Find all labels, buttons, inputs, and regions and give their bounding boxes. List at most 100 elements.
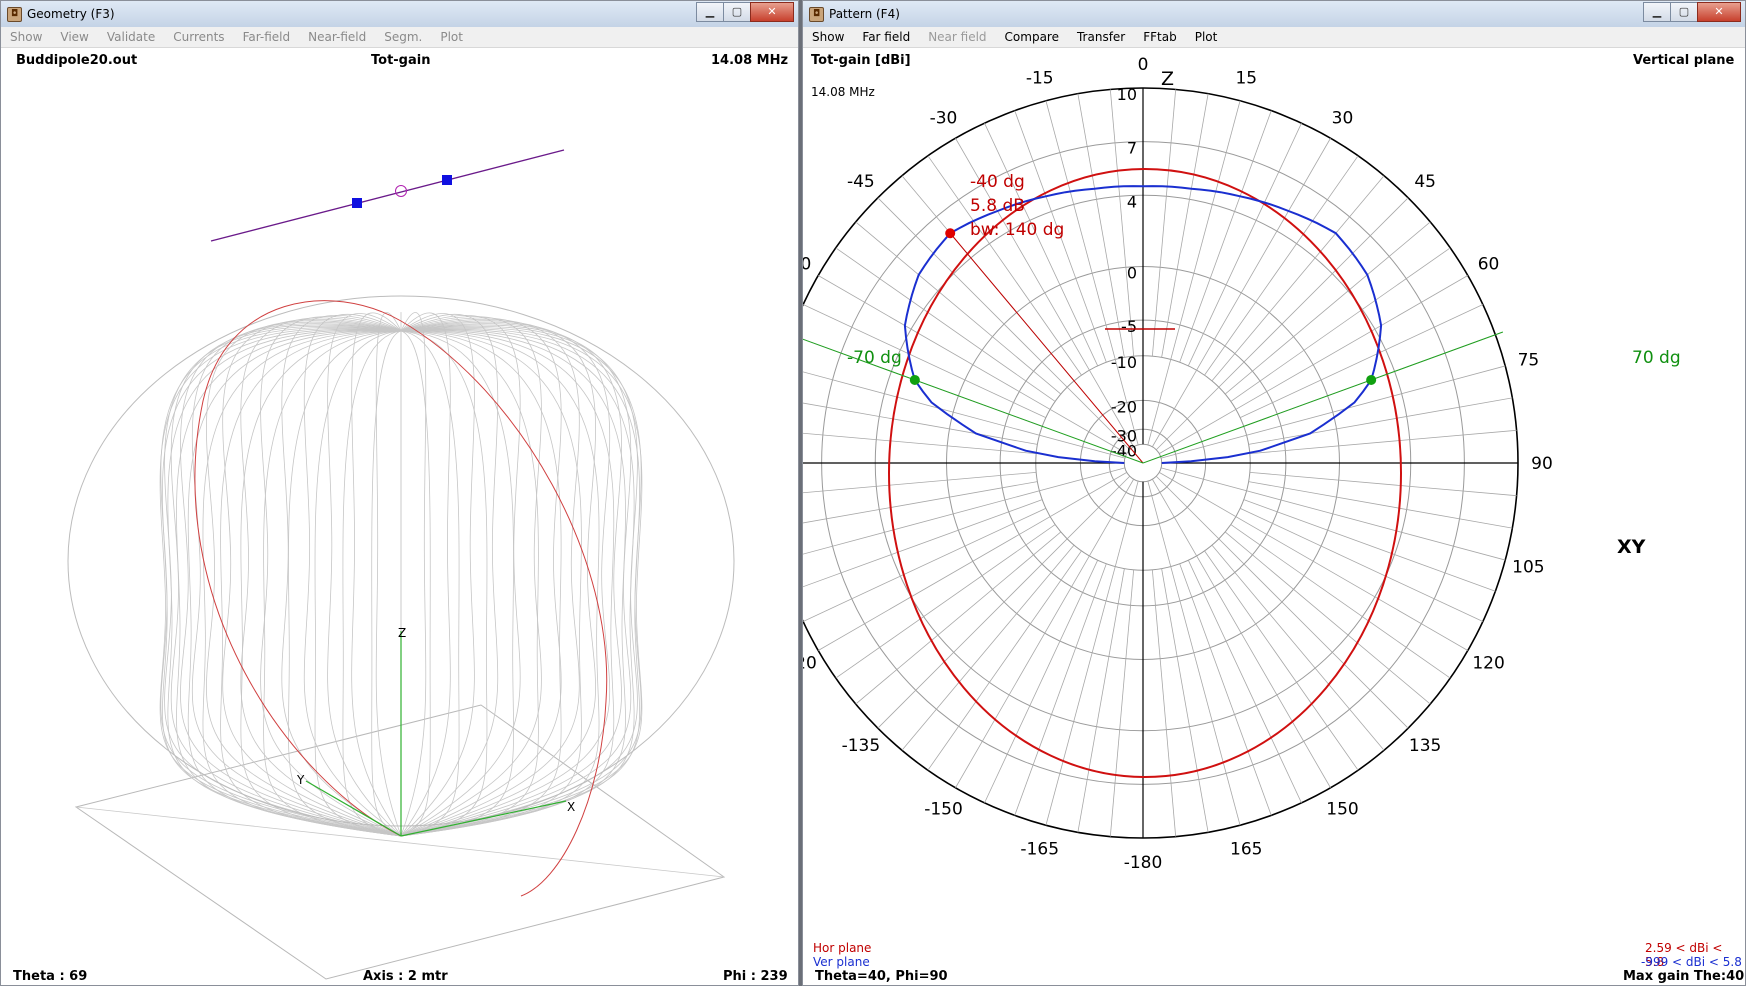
radial-line xyxy=(1159,275,1468,454)
radial-line xyxy=(984,560,1099,804)
xy-direction-label: XY xyxy=(1617,536,1646,558)
source-marker[interactable] xyxy=(395,185,407,197)
angle-tick-label: 150 xyxy=(1326,800,1358,820)
ver-range-readout: -999 < dBi < 5.8 xyxy=(1641,955,1742,969)
radial-line xyxy=(1152,479,1331,788)
pattern-title: Pattern (F4) xyxy=(829,7,900,21)
radial-line xyxy=(1151,569,1177,837)
menu-validate[interactable]: Validate xyxy=(106,30,156,44)
angle-tick-label: 90 xyxy=(1531,454,1553,474)
angle-tick-label: 105 xyxy=(1512,557,1544,577)
menu-far-field[interactable]: Far field xyxy=(862,30,911,44)
mesh-line xyxy=(400,323,622,837)
beamwidth-marker xyxy=(1366,374,1377,385)
radial-line xyxy=(1045,481,1139,826)
angle-labels: 0153045607590105120135150165-180-15-30-4… xyxy=(803,55,1553,873)
mesh-line xyxy=(263,330,402,837)
mesh-line xyxy=(220,330,402,837)
mesh-line xyxy=(222,319,402,837)
annotations xyxy=(803,228,1504,464)
geometry-title: Geometry (F3) xyxy=(27,7,115,21)
left-beamwidth-label: -70 dg xyxy=(847,348,902,368)
radial-line xyxy=(818,472,1127,651)
theta-phi-readout: Theta=40, Phi=90 xyxy=(815,969,948,984)
mesh-line xyxy=(400,314,499,837)
radial-line xyxy=(803,481,1038,524)
mesh-line xyxy=(400,324,632,837)
close-button[interactable]: ✕ xyxy=(750,2,794,22)
radial-line xyxy=(1014,110,1107,363)
menu-segm[interactable]: Segm. xyxy=(384,30,423,44)
ring-tick-label: 4 xyxy=(1127,192,1137,211)
antenna-wire[interactable] xyxy=(210,149,565,242)
ring-tick-label: 10 xyxy=(1117,85,1137,104)
radial-line xyxy=(1240,507,1484,622)
load-segment-marker[interactable] xyxy=(442,175,452,185)
radial-line xyxy=(1161,93,1209,358)
theta-readout: Theta : 69 xyxy=(13,969,88,984)
geometry-canvas[interactable]: Z X Y xyxy=(1,47,799,986)
geometry-window: ◘ Geometry (F3) ▁ ▢ ✕ Show View Validate… xyxy=(0,0,799,986)
beamwidth-line xyxy=(803,338,1144,464)
ring-tick-label: -20 xyxy=(1111,397,1137,416)
radial-line xyxy=(1204,550,1359,771)
menu-near-field: Near field xyxy=(928,30,987,44)
radial-line xyxy=(1151,89,1177,357)
radiation-pattern-mesh xyxy=(67,295,735,837)
menu-near-field[interactable]: Near-field xyxy=(308,30,367,44)
app-icon: ◘ xyxy=(7,7,22,22)
mesh-line xyxy=(400,330,488,837)
minimize-button[interactable]: ▁ xyxy=(696,2,724,22)
polar-plot[interactable]: 0153045607590105120135150165-180-15-30-4… xyxy=(803,1,1745,985)
x-axis-line xyxy=(400,800,567,837)
menu-show[interactable]: Show xyxy=(10,30,43,44)
mesh-line xyxy=(400,330,582,837)
ring-tick-label: -10 xyxy=(1111,353,1137,372)
mesh-line xyxy=(303,314,402,837)
mesh-line xyxy=(400,330,600,837)
angle-tick-label: 135 xyxy=(1409,736,1441,756)
radial-line xyxy=(1224,531,1431,705)
mesh-line xyxy=(342,330,402,837)
menu-view[interactable]: View xyxy=(60,30,89,44)
radial-line xyxy=(1230,247,1451,402)
radial-line xyxy=(1014,563,1107,816)
ver-plane-curve xyxy=(903,185,1383,464)
angle-tick-label: 0 xyxy=(1138,55,1149,75)
menu-compare[interactable]: Compare xyxy=(1004,30,1059,44)
menu-plot[interactable]: Plot xyxy=(440,30,463,44)
angle-tick-label: 15 xyxy=(1235,69,1257,89)
radial-line xyxy=(1109,89,1135,357)
axis-readout: Axis : 2 mtr xyxy=(363,969,448,984)
mesh-line xyxy=(400,319,580,837)
menu-show[interactable]: Show xyxy=(812,30,845,44)
maximize-button[interactable]: ▢ xyxy=(723,2,751,22)
radial-line xyxy=(803,467,1125,555)
radial-line xyxy=(1224,221,1431,395)
right-beamwidth-label: 70 dg xyxy=(1632,348,1681,368)
menu-fftab[interactable]: FFtab xyxy=(1143,30,1177,44)
menu-currents[interactable]: Currents xyxy=(173,30,225,44)
pattern-titlebar[interactable]: ◘ Pattern (F4) ▁ ▢ ✕ xyxy=(803,1,1745,27)
menu-far-field[interactable]: Far-field xyxy=(242,30,291,44)
mesh-line xyxy=(159,327,402,837)
radial-line xyxy=(1211,544,1385,751)
angle-tick-label: -120 xyxy=(803,654,817,674)
z-axis-label: Z xyxy=(398,626,406,640)
angle-tick-label: 75 xyxy=(1518,351,1540,371)
angle-tick-label: 45 xyxy=(1414,172,1436,192)
mesh-line xyxy=(260,316,402,837)
mesh-line xyxy=(327,313,402,837)
radial-line xyxy=(955,479,1134,788)
z-direction-label: Z xyxy=(1161,68,1174,90)
feed-segment-marker[interactable] xyxy=(352,198,362,208)
mesh-line xyxy=(400,327,643,837)
menu-transfer[interactable]: Transfer xyxy=(1076,30,1126,44)
close-button[interactable]: ✕ xyxy=(1697,2,1741,22)
menu-plot[interactable]: Plot xyxy=(1194,30,1218,44)
angle-tick-label: -135 xyxy=(842,736,881,756)
geometry-titlebar[interactable]: ◘ Geometry (F3) ▁ ▢ ✕ xyxy=(1,1,798,27)
angle-tick-label: -30 xyxy=(930,108,958,128)
radial-line xyxy=(1230,524,1451,679)
angle-tick-label: -180 xyxy=(1124,853,1163,873)
